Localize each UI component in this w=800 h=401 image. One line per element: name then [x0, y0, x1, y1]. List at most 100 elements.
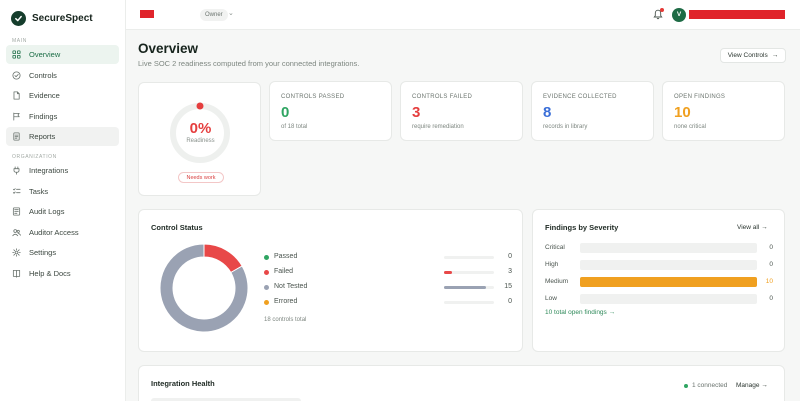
- legend-item-errored: Errored 0: [264, 298, 514, 308]
- page-subtitle: Live SOC 2 readiness computed from your …: [138, 59, 360, 68]
- status-dot-icon: [684, 383, 688, 388]
- stat-value: 10: [674, 104, 691, 121]
- readiness-ring: [170, 102, 230, 163]
- stat-card-controls-failed[interactable]: CONTROLS FAILED 3 require remediation: [400, 81, 523, 141]
- brand[interactable]: SecureSpect: [0, 0, 125, 30]
- findings-card: Findings by Severity View all → Critical…: [532, 209, 785, 352]
- users-icon: [12, 228, 21, 237]
- legend-dot: [264, 300, 269, 305]
- severity-label: Medium: [545, 278, 569, 285]
- severity-bar: [580, 294, 757, 304]
- severity-row-high[interactable]: High 0: [545, 260, 775, 270]
- sidebar-item-settings[interactable]: Settings: [6, 243, 119, 262]
- legend-item-passed: Passed 0: [264, 253, 514, 263]
- redacted-user-email: [689, 10, 785, 19]
- legend-label: Passed: [274, 253, 298, 260]
- sidebar-item-label: Evidence: [29, 91, 60, 100]
- integration-health-title: Integration Health: [151, 379, 215, 388]
- legend-count: 15: [504, 283, 512, 290]
- redacted-workspace-name: [140, 10, 154, 18]
- sidebar-nav: MAIN Overview Controls Evidence Findings Repo…: [0, 30, 125, 283]
- donut-slice-not-tested: [159, 243, 249, 333]
- severity-count: 10: [765, 278, 773, 285]
- integration-status-label: 1 connected: [692, 382, 728, 389]
- severity-count: 0: [769, 295, 773, 302]
- legend-bar-fill: [444, 271, 452, 274]
- stat-value: 3: [412, 104, 421, 121]
- stat-value: 0: [281, 104, 290, 121]
- severity-bar: [580, 277, 757, 287]
- manage-link[interactable]: Manage →: [736, 382, 768, 389]
- legend-item-failed: Failed 3: [264, 268, 514, 278]
- brand-logo-icon: [11, 11, 26, 26]
- legend-bar: [444, 271, 494, 274]
- topbar: Owner ⌄ V: [126, 0, 800, 30]
- legend-count: 0: [508, 298, 512, 305]
- sidebar-item-label: Reports: [29, 132, 56, 141]
- sidebar-item-overview[interactable]: Overview: [6, 45, 119, 64]
- stat-card-evidence-collected[interactable]: EVIDENCE COLLECTED 8 records in library: [531, 81, 654, 141]
- document-icon: [12, 132, 21, 141]
- severity-bar-fill: [580, 277, 757, 287]
- gear-icon: [12, 248, 21, 257]
- list-icon: [12, 187, 21, 196]
- sidebar-item-label: Tasks: [29, 186, 49, 196]
- readiness-value: 0%: [189, 120, 212, 137]
- stat-subtext: records in library: [543, 124, 588, 130]
- integration-status: 1 connected: [684, 382, 727, 389]
- legend-bar-fill: [444, 286, 486, 289]
- stat-card-open-findings[interactable]: OPEN FINDINGS 10 none critical: [662, 81, 785, 141]
- flag-icon: [12, 112, 21, 121]
- chevron-down-icon[interactable]: ⌄: [228, 10, 234, 17]
- open-findings-link[interactable]: 10 total open findings →: [545, 309, 616, 316]
- view-controls-button[interactable]: View Controls →: [720, 48, 786, 63]
- severity-bar: [580, 260, 757, 270]
- severity-row-low[interactable]: Low 0: [545, 294, 775, 304]
- readiness-marker: [196, 102, 204, 110]
- sidebar: SecureSpect MAIN Overview Controls Evidence…: [0, 0, 126, 401]
- sidebar-item-integrations[interactable]: Integrations: [6, 161, 119, 180]
- stat-label: EVIDENCE COLLECTED: [543, 94, 617, 100]
- sidebar-item-label: Auditor Access: [29, 227, 79, 237]
- circle-check-icon: [12, 70, 21, 80]
- legend-bar: [444, 301, 494, 304]
- severity-count: 0: [769, 261, 773, 268]
- sidebar-item-label: Audit Logs: [29, 207, 65, 216]
- readiness-label: Readiness: [186, 138, 215, 144]
- sidebar-item-controls[interactable]: Controls: [6, 66, 119, 85]
- avatar[interactable]: V: [672, 8, 686, 22]
- sidebar-item-tasks[interactable]: Tasks: [6, 182, 119, 201]
- severity-bar: [580, 243, 757, 253]
- sidebar-item-audit-logs[interactable]: Audit Logs: [6, 202, 119, 221]
- legend-bar: [444, 286, 494, 289]
- sidebar-item-reports[interactable]: Reports: [6, 127, 119, 146]
- integration-health-card: Integration Health 1 connected Manage →: [138, 365, 785, 401]
- view-all-link[interactable]: View all →: [737, 224, 768, 231]
- stat-subtext: require remediation: [412, 124, 464, 130]
- severity-row-critical[interactable]: Critical 0: [545, 243, 775, 253]
- stat-label: CONTROLS FAILED: [412, 94, 473, 100]
- role-badge: Owner: [200, 9, 228, 21]
- severity-label: Critical: [545, 244, 565, 251]
- control-status-title: Control Status: [151, 223, 203, 232]
- stat-label: OPEN FINDINGS: [674, 94, 726, 100]
- sidebar-item-evidence[interactable]: Evidence: [6, 86, 119, 105]
- sidebar-item-help-docs[interactable]: Help & Docs: [6, 264, 119, 283]
- stat-card-controls-passed[interactable]: CONTROLS PASSED 0 of 18 total: [269, 81, 392, 141]
- severity-label: Low: [545, 295, 557, 302]
- control-status-donut: [159, 243, 249, 333]
- legend-count: 0: [508, 253, 512, 260]
- sidebar-item-auditor-access[interactable]: Auditor Access: [6, 223, 119, 242]
- sidebar-item-findings[interactable]: Findings: [6, 107, 119, 126]
- legend-dot: [264, 270, 269, 275]
- severity-count: 0: [769, 244, 773, 251]
- control-status-card: Control Status Passed 0 Failed 3 Not Tested 1…: [138, 209, 523, 352]
- legend-label: Errored: [274, 298, 298, 305]
- integration-row: [151, 398, 301, 401]
- donut-slice-failed: [203, 243, 243, 274]
- brand-name: SecureSpect: [32, 13, 93, 24]
- stat-subtext: of 18 total: [281, 124, 308, 130]
- arrow-right-icon: →: [771, 52, 779, 59]
- severity-row-medium[interactable]: Medium 10: [545, 277, 775, 287]
- stat-subtext: none critical: [674, 124, 707, 130]
